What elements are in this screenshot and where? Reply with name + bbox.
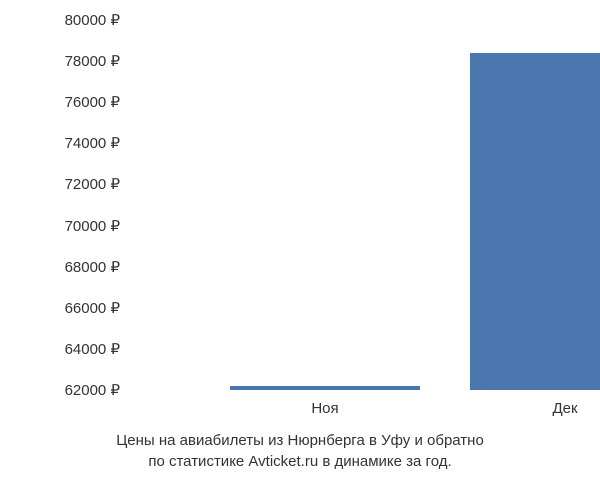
bar-nov: [230, 386, 420, 390]
y-tick-label: 80000 ₽: [65, 11, 120, 29]
y-tick-label: 78000 ₽: [65, 52, 120, 70]
caption-line-1: Цены на авиабилеты из Нюрнберга в Уфу и …: [116, 432, 484, 449]
y-tick-label: 68000 ₽: [65, 258, 120, 276]
x-tick-label: Ноя: [311, 400, 338, 417]
y-tick-label: 62000 ₽: [65, 381, 120, 399]
y-tick-label: 74000 ₽: [65, 134, 120, 152]
plot-area: [100, 20, 570, 390]
y-tick-label: 76000 ₽: [65, 93, 120, 111]
bar-dec: [470, 53, 600, 390]
caption-line-2: по статистике Avticket.ru в динамике за …: [148, 453, 451, 470]
x-tick-label: Дек: [552, 400, 577, 417]
chart-caption: Цены на авиабилеты из Нюрнберга в Уфу и …: [0, 430, 600, 472]
chart-container: 62000 ₽ 64000 ₽ 66000 ₽ 68000 ₽ 70000 ₽ 72000…: [0, 0, 600, 500]
y-tick-label: 70000 ₽: [65, 217, 120, 235]
y-tick-label: 66000 ₽: [65, 299, 120, 317]
y-tick-label: 64000 ₽: [65, 340, 120, 358]
y-tick-label: 72000 ₽: [65, 175, 120, 193]
